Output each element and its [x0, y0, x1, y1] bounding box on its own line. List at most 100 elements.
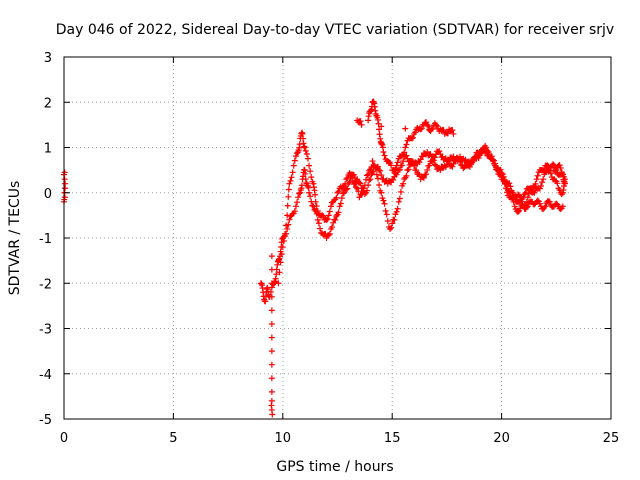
- chart-title: Day 046 of 2022, Sidereal Day-to-day VTE…: [56, 22, 614, 38]
- data-point: [307, 193, 314, 200]
- data-point: [373, 171, 380, 178]
- data-point: [411, 163, 418, 170]
- data-point: [287, 177, 294, 184]
- data-point: [426, 127, 433, 134]
- data-point: [312, 191, 319, 198]
- data-point: [288, 174, 295, 181]
- data-point: [333, 194, 340, 201]
- data-point: [555, 162, 562, 169]
- data-point: [389, 220, 396, 227]
- data-point: [539, 179, 546, 186]
- data-point: [397, 188, 404, 195]
- data-point: [286, 180, 293, 187]
- data-point: [354, 176, 361, 183]
- data-point: [524, 194, 531, 201]
- data-point: [283, 222, 290, 229]
- data-point: [393, 171, 400, 178]
- data-point: [285, 186, 292, 193]
- data-point: [392, 166, 399, 173]
- x-tick-label: 5: [169, 431, 177, 446]
- data-point: [424, 121, 431, 128]
- data-point: [408, 158, 415, 165]
- data-point: [374, 175, 381, 182]
- data-point: [61, 169, 68, 176]
- data-point: [509, 196, 516, 203]
- data-point: [497, 166, 504, 173]
- data-point: [409, 158, 416, 165]
- data-point: [436, 148, 443, 155]
- data-point: [540, 167, 547, 174]
- data-point: [559, 203, 566, 210]
- data-point: [449, 127, 456, 134]
- data-point: [324, 216, 331, 223]
- data-point: [429, 125, 436, 132]
- x-tick-label: 15: [384, 431, 401, 446]
- data-point: [360, 185, 367, 192]
- data-point: [551, 167, 558, 174]
- data-point: [418, 125, 425, 132]
- data-point: [352, 180, 359, 187]
- data-point: [327, 203, 334, 210]
- data-point: [437, 167, 444, 174]
- data-point: [376, 182, 383, 189]
- data-point: [343, 176, 350, 183]
- data-point: [432, 121, 439, 128]
- data-point: [457, 153, 464, 160]
- data-point: [480, 146, 487, 153]
- data-point: [547, 170, 554, 177]
- data-point: [434, 122, 441, 129]
- data-point: [280, 237, 287, 244]
- data-point: [362, 176, 369, 183]
- data-point: [343, 186, 350, 193]
- data-point: [378, 123, 385, 130]
- data-point: [296, 141, 303, 148]
- data-point: [292, 203, 299, 210]
- data-point: [385, 159, 392, 166]
- data-point: [395, 198, 402, 205]
- data-point: [425, 123, 432, 130]
- data-point: [268, 284, 275, 291]
- data-point: [403, 172, 410, 179]
- data-point: [463, 159, 470, 166]
- data-point: [408, 135, 415, 142]
- data-point: [296, 190, 303, 197]
- data-point: [314, 207, 321, 214]
- data-point: [483, 149, 490, 156]
- x-tick-label: 25: [603, 431, 620, 446]
- data-point: [301, 144, 308, 151]
- data-point: [268, 375, 275, 382]
- data-point: [516, 207, 523, 214]
- data-point: [530, 184, 537, 191]
- y-tick-label: 1: [44, 142, 52, 157]
- data-point: [502, 185, 509, 192]
- data-point: [431, 161, 438, 168]
- data-point: [504, 189, 511, 196]
- data-point: [381, 200, 388, 207]
- data-point: [268, 253, 275, 260]
- data-point: [388, 162, 395, 169]
- data-point: [370, 162, 377, 169]
- data-point: [423, 171, 430, 178]
- data-point: [325, 212, 332, 219]
- data-point: [312, 198, 319, 205]
- data-point: [316, 225, 323, 232]
- data-point: [262, 298, 269, 305]
- data-point: [366, 167, 373, 174]
- y-tick-label: 0: [44, 187, 52, 202]
- data-point: [281, 230, 288, 237]
- data-point: [405, 166, 412, 173]
- data-point: [388, 224, 395, 231]
- data-point: [476, 152, 483, 159]
- grid: [64, 57, 611, 419]
- data-point: [359, 190, 366, 197]
- y-tick-label: -4: [39, 368, 52, 383]
- data-point: [358, 121, 365, 128]
- data-point: [554, 180, 561, 187]
- data-point: [424, 166, 431, 173]
- data-point: [302, 147, 309, 154]
- data-point: [450, 153, 457, 160]
- tick-labels: 0 5 10 15 20 25 -5 -4 -3 -2 -1 0 1 2 3: [39, 51, 619, 446]
- data-point: [355, 188, 362, 195]
- x-axis-label: GPS time / hours: [276, 459, 393, 475]
- data-point: [466, 163, 473, 170]
